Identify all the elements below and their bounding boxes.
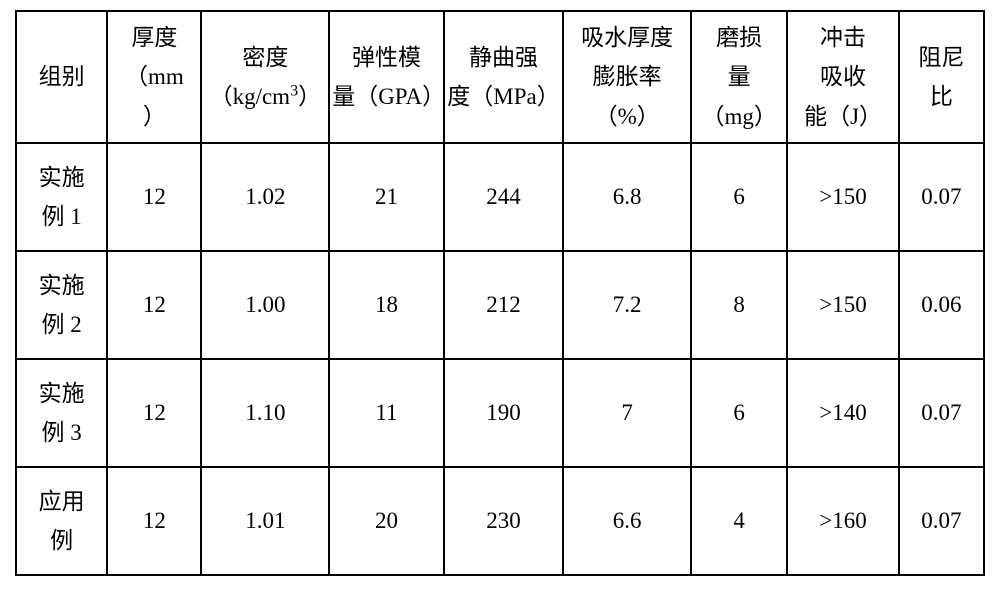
header-text: 组别 (39, 64, 85, 89)
cell-group: 实施 例 2 (16, 251, 107, 359)
header-text: 吸水厚度 (566, 18, 688, 57)
col-damp-header: 阻尼 比 (899, 11, 984, 143)
table-row: 实施 例 2 12 1.00 18 212 7.2 8 >150 0.06 (16, 251, 984, 359)
cell-strength: 212 (444, 251, 564, 359)
header-text: 吸收 (790, 57, 895, 96)
header-text: 比 (902, 77, 981, 116)
cell-swell: 7.2 (563, 251, 691, 359)
cell-thickness: 12 (107, 359, 201, 467)
header-text: 阻尼 (902, 38, 981, 77)
header-text: ） (110, 97, 198, 136)
cell-group: 实施 例 1 (16, 143, 107, 251)
cell-wear: 6 (691, 359, 787, 467)
cell-damp: 0.07 (899, 467, 984, 575)
col-impact-header: 冲击 吸收 能（J） (787, 11, 898, 143)
header-text: 磨损 (694, 18, 784, 57)
data-table: 组别 厚度 （mm ） 密度 （kg/cm3） 弹性模 量（GPA） 静曲强 度… (15, 10, 985, 576)
col-thickness-header: 厚度 （mm ） (107, 11, 201, 143)
table-header: 组别 厚度 （mm ） 密度 （kg/cm3） 弹性模 量（GPA） 静曲强 度… (16, 11, 984, 143)
header-text: （kg/cm3） (204, 77, 326, 116)
col-modulus-header: 弹性模 量（GPA） (329, 11, 444, 143)
table-row: 应用 例 12 1.01 20 230 6.6 4 >160 0.07 (16, 467, 984, 575)
header-text: 静曲强 (447, 38, 561, 77)
cell-impact: >140 (787, 359, 898, 467)
cell-impact: >150 (787, 251, 898, 359)
cell-wear: 8 (691, 251, 787, 359)
table-body: 实施 例 1 12 1.02 21 244 6.8 6 >150 0.07 实施… (16, 143, 984, 575)
cell-density: 1.02 (201, 143, 329, 251)
cell-damp: 0.06 (899, 251, 984, 359)
cell-impact: >160 (787, 467, 898, 575)
header-text: 冲击 (790, 18, 895, 57)
col-wear-header: 磨损 量 （mg） (691, 11, 787, 143)
header-text: 量（GPA） (332, 77, 441, 116)
table-row: 实施 例 3 12 1.10 11 190 7 6 >140 0.07 (16, 359, 984, 467)
cell-swell: 6.6 (563, 467, 691, 575)
cell-modulus: 20 (329, 467, 444, 575)
cell-density: 1.10 (201, 359, 329, 467)
header-text: 膨胀率 (566, 57, 688, 96)
header-text: 度（MPa） (447, 77, 561, 116)
cell-thickness: 12 (107, 251, 201, 359)
cell-thickness: 12 (107, 143, 201, 251)
cell-damp: 0.07 (899, 143, 984, 251)
table-row: 实施 例 1 12 1.02 21 244 6.8 6 >150 0.07 (16, 143, 984, 251)
cell-swell: 6.8 (563, 143, 691, 251)
col-group-header: 组别 (16, 11, 107, 143)
cell-strength: 230 (444, 467, 564, 575)
cell-modulus: 18 (329, 251, 444, 359)
col-swell-header: 吸水厚度 膨胀率 （%） (563, 11, 691, 143)
cell-swell: 7 (563, 359, 691, 467)
header-row: 组别 厚度 （mm ） 密度 （kg/cm3） 弹性模 量（GPA） 静曲强 度… (16, 11, 984, 143)
header-text: （mg） (694, 97, 784, 136)
cell-damp: 0.07 (899, 359, 984, 467)
cell-wear: 6 (691, 143, 787, 251)
cell-density: 1.01 (201, 467, 329, 575)
cell-strength: 244 (444, 143, 564, 251)
col-strength-header: 静曲强 度（MPa） (444, 11, 564, 143)
cell-thickness: 12 (107, 467, 201, 575)
header-text: 弹性模 (332, 38, 441, 77)
header-text: （%） (566, 97, 688, 136)
header-text: 能（J） (790, 97, 895, 136)
cell-modulus: 21 (329, 143, 444, 251)
header-text: 量 (694, 57, 784, 96)
cell-impact: >150 (787, 143, 898, 251)
cell-density: 1.00 (201, 251, 329, 359)
cell-group: 应用 例 (16, 467, 107, 575)
header-text: 密度 (204, 38, 326, 77)
header-text: 厚度 (110, 18, 198, 57)
cell-group: 实施 例 3 (16, 359, 107, 467)
cell-wear: 4 (691, 467, 787, 575)
header-text: （mm (110, 57, 198, 96)
col-density-header: 密度 （kg/cm3） (201, 11, 329, 143)
cell-modulus: 11 (329, 359, 444, 467)
cell-strength: 190 (444, 359, 564, 467)
